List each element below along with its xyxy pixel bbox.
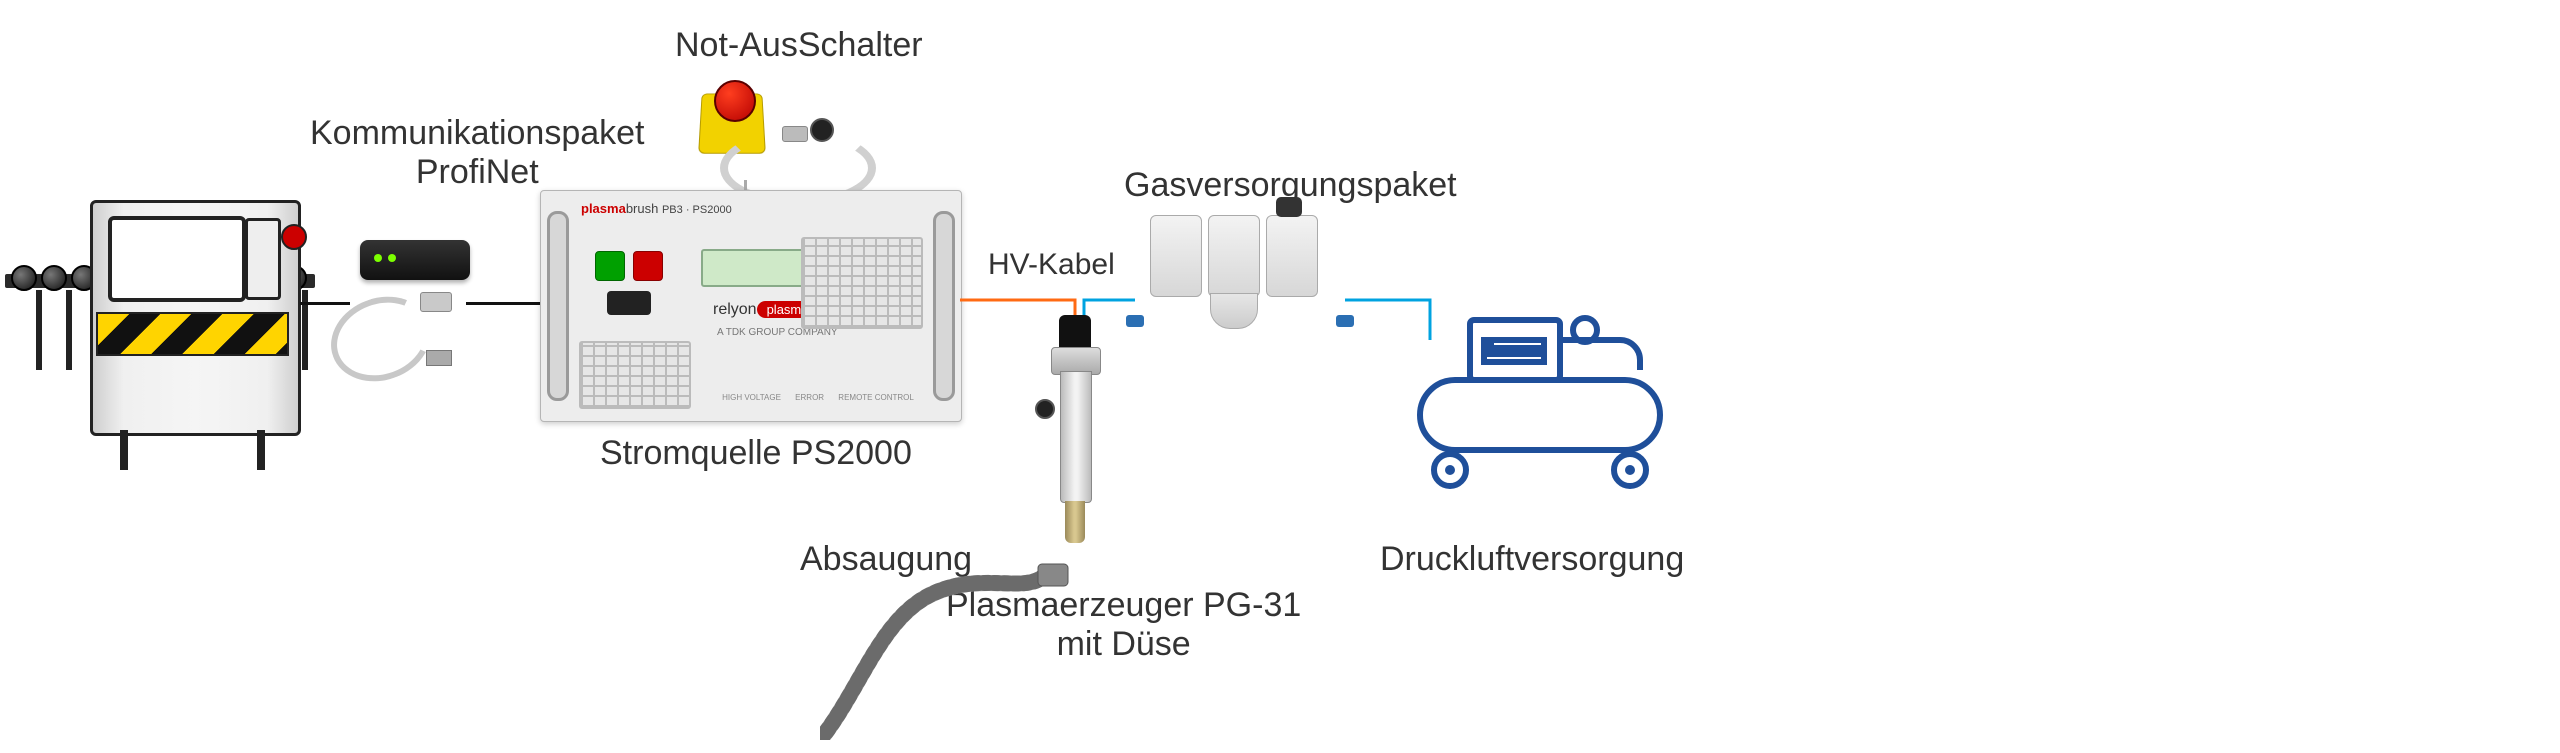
nozzle-icon <box>1065 501 1085 543</box>
push-fitting-icon <box>1126 315 1144 327</box>
gas-supply-kit <box>1130 215 1350 335</box>
profinet-adapter-icon <box>360 240 470 280</box>
filter-bowl-icon <box>1210 293 1258 329</box>
plc-machine <box>90 200 295 430</box>
regulator-knob-icon <box>1276 197 1302 217</box>
ps2000-brand: plasmabrush PB3 · PS2000 <box>581 201 732 216</box>
label-pg31: Plasmaerzeuger PG-31 mit Düse <box>946 586 1301 664</box>
label-ps2000: Stromquelle PS2000 <box>600 434 912 473</box>
vent-grille-icon <box>801 237 923 329</box>
vent-grille-icon <box>579 341 691 409</box>
label-hvcable: HV-Kabel <box>988 248 1115 282</box>
db9-plug-icon <box>426 350 452 366</box>
usb-dongle-icon <box>420 292 452 312</box>
conveyor-roller-icon <box>11 265 37 291</box>
power-off-button-icon <box>633 251 663 281</box>
push-fitting-icon <box>1336 315 1354 327</box>
power-supply-ps2000: plasmabrush PB3 · PS2000 relyonplasma A … <box>540 190 962 422</box>
emergency-stop <box>700 80 870 190</box>
plc-red-button-icon <box>281 224 307 250</box>
side-port-icon <box>1035 399 1055 419</box>
comm-kit <box>330 240 490 380</box>
conveyor-leg <box>66 290 72 370</box>
hv-cable-line <box>960 300 1075 315</box>
estop-connector-icon <box>810 118 834 142</box>
ps2000-ports: HIGH VOLTAGE ERROR REMOTE CONTROL <box>715 393 921 407</box>
lcd-display-icon <box>701 249 815 287</box>
plc-screen <box>108 216 246 302</box>
conveyor-leg <box>36 290 42 370</box>
hazard-stripe <box>96 312 289 356</box>
wire-comm-ps <box>466 302 546 305</box>
label-commkit: Kommunikationspaket ProfiNet <box>310 114 645 192</box>
label-extraction: Absaugung <box>800 540 972 579</box>
label-compressor: Druckluftversorgung <box>1380 540 1684 579</box>
air-compressor-icon <box>1410 300 1670 500</box>
power-on-button-icon <box>595 251 625 281</box>
estop-connector-icon <box>782 126 808 142</box>
label-estop: Not-AusSchalter <box>675 26 923 65</box>
conveyor-roller-icon <box>41 265 67 291</box>
rocker-switch-icon <box>607 291 651 315</box>
plasma-generator-pg31 <box>1045 315 1105 565</box>
estop-button-icon <box>714 80 756 122</box>
